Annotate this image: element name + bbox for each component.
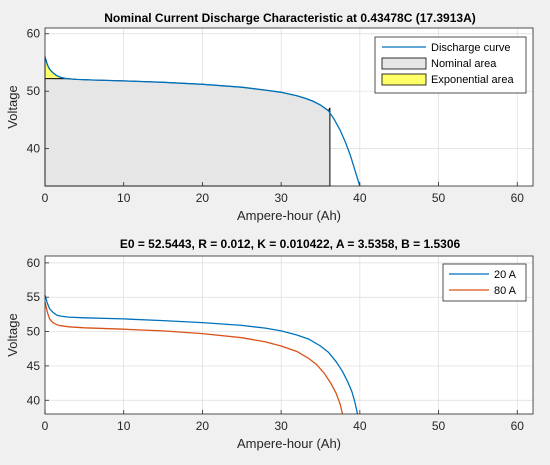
chart-1-y-axis-label: Voltage (5, 85, 20, 128)
x-tick-label: 60 (511, 419, 525, 433)
series-80a-line (44, 301, 344, 415)
x-tick-label: 40 (353, 419, 367, 433)
x-tick-label: 20 (196, 191, 210, 205)
chart-1-title: Nominal Current Discharge Characteristic… (104, 11, 476, 25)
x-tick-label: 10 (117, 191, 131, 205)
nominal-area (44, 78, 331, 187)
x-tick-label: 50 (432, 191, 446, 205)
x-tick-label: 0 (42, 191, 49, 205)
chart-1-axes-box (44, 27, 534, 187)
legend-discharge-label: Discharge curve (431, 42, 510, 54)
chart-2-legend-box (442, 263, 527, 302)
chart-1-x-axis-label: Ampere-hour (Ah) (237, 208, 341, 223)
x-tick-label: 40 (353, 191, 367, 205)
legend-nominal-label: Nominal area (431, 58, 497, 70)
y-tick-label: 60 (27, 256, 41, 270)
legend-exponential-label: Exponential area (431, 74, 514, 86)
legend-80a-label: 80 A (494, 285, 517, 297)
x-tick-label: 60 (511, 191, 525, 205)
x-tick-label: 0 (42, 419, 49, 433)
x-tick-label: 30 (274, 191, 288, 205)
y-tick-label: 45 (27, 359, 41, 373)
chart-2-x-ticks: 0 10 20 30 40 50 60 (42, 410, 525, 433)
x-tick-label: 20 (196, 419, 210, 433)
chart-2-y-axis-label: Voltage (5, 313, 20, 356)
y-tick-label: 50 (27, 325, 41, 339)
chart-2-x-axis-label: Ampere-hour (Ah) (237, 436, 341, 451)
y-tick-label: 50 (27, 84, 41, 98)
legend-nominal-swatch (381, 57, 427, 70)
y-tick-label: 55 (27, 290, 41, 304)
chart-2-title: E0 = 52.5443, R = 0.012, K = 0.010422, A… (120, 237, 461, 251)
x-tick-label: 30 (274, 419, 288, 433)
series-20a-line (44, 295, 359, 415)
legend-20a-label: 20 A (494, 269, 517, 281)
y-tick-label: 40 (27, 393, 41, 407)
chart-2-axes-box (44, 255, 534, 415)
chart-2: E0 = 52.5443, R = 0.012, K = 0.010422, A… (5, 237, 534, 451)
y-tick-label: 40 (27, 142, 41, 156)
chart-1-legend: Discharge curve Nominal area Exponential… (374, 36, 527, 94)
discharge-curve-line (44, 56, 361, 187)
y-tick-label: 60 (27, 27, 41, 41)
chart-2-legend: 20 A 80 A (442, 263, 527, 302)
x-tick-label: 10 (117, 419, 131, 433)
x-tick-label: 50 (432, 419, 446, 433)
chart-1-y-ticks: 40 50 60 (27, 27, 49, 156)
chart-1-x-ticks: 0 10 20 30 40 50 60 (42, 182, 525, 205)
legend-exponential-swatch (381, 73, 427, 86)
chart-2-y-ticks: 40 45 50 55 60 (27, 256, 49, 407)
chart-1: Nominal Current Discharge Characteristic… (5, 11, 534, 223)
